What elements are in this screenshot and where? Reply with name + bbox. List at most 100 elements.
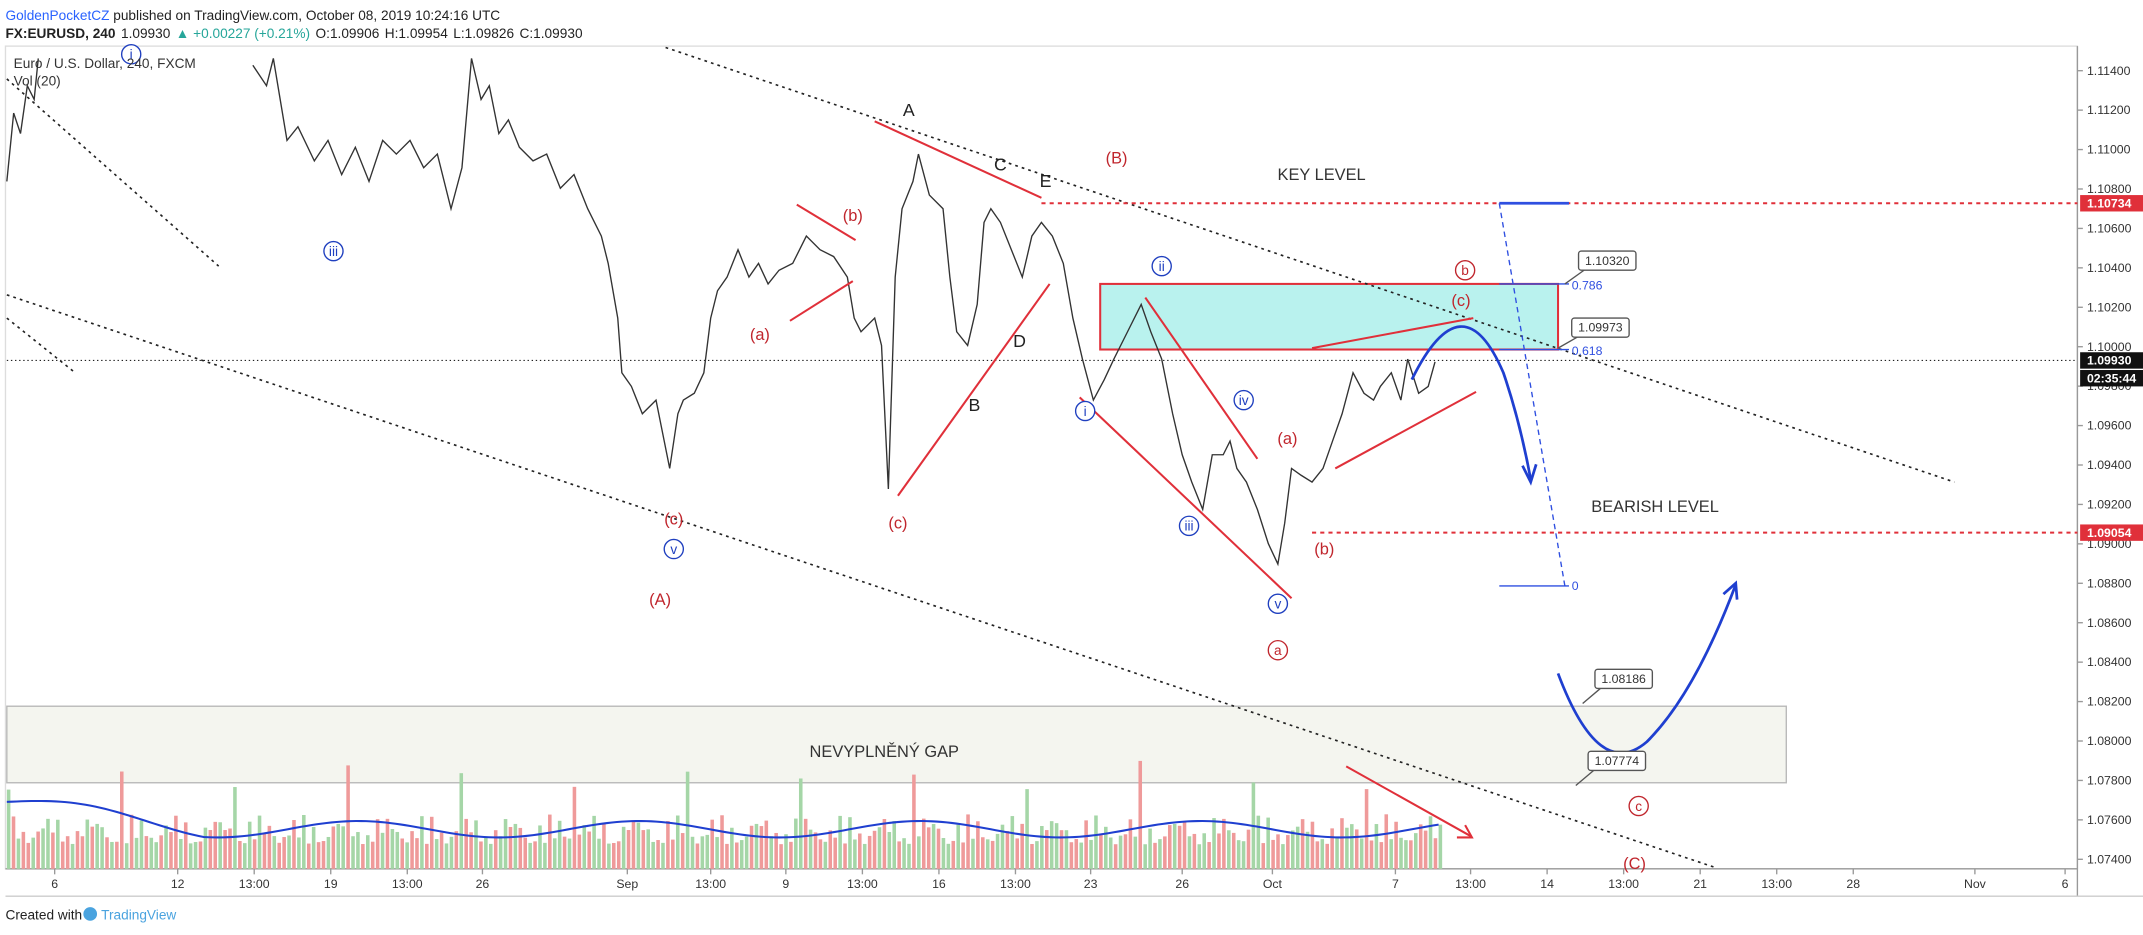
wave-label: C [994,154,1007,174]
volume-bar [1089,839,1093,869]
price-tick-label: 1.08200 [2087,695,2132,709]
gap-label: NEVYPLNĚNÝ GAP [810,742,959,761]
callout-pointer [1557,336,1578,349]
volume-bar [316,842,321,869]
volume-bar [479,841,483,869]
volume-bar [1350,824,1354,869]
time-tick-label: 6 [2062,877,2069,891]
volume-bar [818,839,823,869]
author: GoldenPocketCZ [5,8,109,23]
wave-label: b [1461,263,1469,278]
volume-bar [1182,821,1187,869]
volume-bar [267,825,272,869]
volume-bar [306,843,311,869]
volume-bar [119,771,124,869]
volume-bar [867,835,872,869]
volume-bar [439,832,444,869]
volume-bar [366,835,370,869]
volume-legend: Vol (20) [14,74,61,89]
resistance-zone [1099,282,1560,351]
volume-bar [1197,844,1202,869]
volume-bar [823,841,828,869]
volume-bar [1340,818,1344,869]
price-tick-label: 1.11400 [2087,64,2131,78]
volume-bar [370,841,375,869]
time-tick-label: 6 [51,877,58,891]
volume-bar [331,826,336,869]
volume-bar [1409,840,1413,869]
trendlines [6,46,2078,869]
volume-bar [1074,839,1079,869]
wave-line [1144,296,1259,460]
volume-bar [1015,838,1020,869]
price-tick-label: 1.07600 [2087,813,2132,827]
open: O:1.09906 [316,26,380,41]
wave-label: E [1040,171,1052,191]
volume-bar [1212,818,1216,869]
wave-circle [1178,515,1200,537]
volume-ma [6,799,1439,839]
volume-bar [6,789,11,869]
projections [1410,325,1739,755]
callout-box [1577,250,1637,271]
volume-bar [917,836,921,869]
volume-bar [621,826,626,869]
volume-bar [528,842,532,869]
volume-bar [764,820,769,869]
wave-label: ii [1159,259,1165,274]
price-tick-label: 1.10000 [2087,340,2132,354]
volume-bar [710,819,714,869]
wave-line [789,280,854,322]
volume-bar [1384,814,1389,869]
time-tick-label: 12 [171,877,185,891]
volume-bar [543,842,547,869]
volume-bar [853,839,857,869]
volume-bar [577,834,582,869]
time-tick-label: 13:00 [695,877,726,891]
volume-bar [1054,823,1059,869]
volume-bar [70,843,75,869]
callout-pointer [1582,687,1601,705]
callout-box [1587,750,1647,772]
wave-line [897,283,1051,497]
wave-label: a [1274,643,1282,658]
volume-bar [887,832,892,869]
volume-bar [1128,819,1133,869]
price-tag-label: 1.10734 [2087,196,2132,210]
volume-bar [1202,833,1206,869]
callout-label: 1.10320 [1585,254,1630,268]
fib-tool [1498,201,1569,587]
volume-bar [720,815,724,869]
volume-bar [1305,831,1310,869]
volume-bar [233,787,237,869]
time-tick-label: 14 [1540,877,1554,891]
volume-bar [1399,837,1403,869]
volume-bar [272,836,277,869]
volume-bar [410,831,414,869]
volume-bar [1374,824,1379,869]
volume-bar [243,843,247,869]
volume-bar [961,842,965,869]
time-tick-label: 13:00 [1455,877,1486,891]
volume-bar [626,830,631,869]
volume-bar [636,822,641,869]
price-tick-label: 1.07400 [2087,852,2132,866]
volume-bar [936,828,941,869]
time-tick-label: 19 [324,877,338,891]
volume-bar [90,826,95,869]
volume-bar [213,821,218,869]
price-tag-label: 02:35:44 [2087,371,2136,385]
volume-bar [277,842,281,869]
price-path [252,58,1436,567]
wave-label: (a) [750,326,770,344]
volume-bar [798,778,803,869]
volume-bar [498,836,503,869]
volume-bar [287,835,291,869]
arrow-head [1521,463,1538,486]
volume-bar [695,843,700,869]
volume-bar [803,818,808,869]
volume-bar [1300,819,1305,869]
volume-bar [218,822,222,869]
key-level-label: KEY LEVEL [1278,166,1366,184]
volume-bar [1227,830,1231,869]
